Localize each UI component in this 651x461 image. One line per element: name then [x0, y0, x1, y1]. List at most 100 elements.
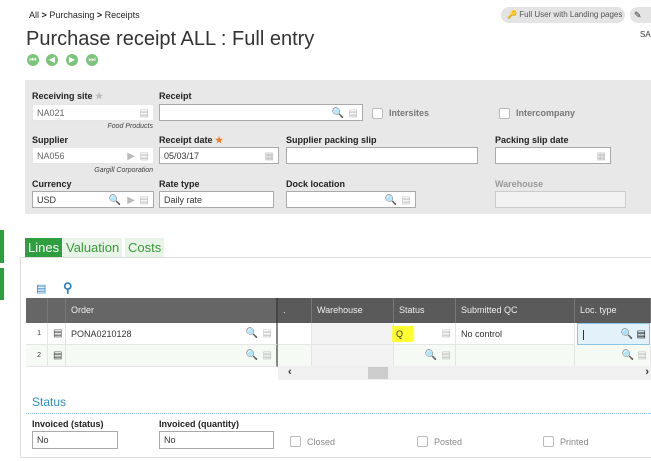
closed-checkbox[interactable] [290, 436, 301, 447]
dock-location-field[interactable]: 🔍 ▤ [286, 191, 416, 208]
detail-icon[interactable]: ▤ [139, 108, 149, 119]
status-section-title: Status [32, 395, 67, 409]
last-record-icon[interactable]: ⏭ [86, 54, 98, 66]
rate-type-field[interactable]: Daily rate [159, 191, 274, 208]
detail-icon[interactable]: ▤ [262, 328, 272, 339]
breadcrumb: All > Purchasing > Receipts [29, 10, 140, 20]
search-icon[interactable]: 🔍 [331, 108, 344, 119]
search-icon[interactable]: ⚲ [63, 280, 73, 295]
left-tab-marker[interactable] [0, 230, 4, 263]
key-icon: 🔑 [507, 10, 517, 19]
settings-button[interactable]: ✎ [630, 7, 651, 23]
detail-icon[interactable]: ▤ [441, 328, 451, 339]
grid-header-status[interactable]: Status [394, 298, 456, 323]
calendar-icon[interactable]: ▦ [264, 151, 274, 162]
search-icon[interactable]: 🔍 [245, 328, 258, 339]
grid-header-truncated[interactable]: . [278, 298, 312, 323]
detail-icon[interactable]: ▤ [348, 108, 358, 119]
warehouse-label: Warehouse [495, 179, 544, 189]
printed-checkbox[interactable] [543, 436, 554, 447]
rate-type-label: Rate type [159, 179, 200, 189]
status-cell[interactable]: 🔍 ▤ [394, 345, 456, 367]
row-detail-icon[interactable]: ▤ [48, 345, 66, 367]
truncated-cell[interactable] [278, 323, 312, 345]
dock-location-label: Dock location [286, 179, 346, 189]
detail-icon[interactable]: ▤ [262, 350, 272, 361]
order-cell[interactable]: 🔍 ▤ [66, 345, 278, 367]
detail-icon[interactable]: ▤ [139, 151, 149, 162]
plug-icon: ✎ [634, 10, 642, 20]
tab-content [20, 257, 651, 458]
supplier-label: Supplier [32, 135, 69, 145]
order-cell[interactable]: PONA0210128 🔍 ▤ [66, 323, 278, 345]
posted-label: Posted [434, 437, 463, 447]
grid-header-submitted-qc[interactable]: Submitted QC [456, 298, 575, 323]
grid-header-order[interactable]: Order [66, 298, 278, 323]
submitted-qc-cell[interactable]: No control [456, 323, 575, 345]
supplier-packing-slip-field[interactable] [286, 147, 478, 164]
left-tab-marker[interactable] [0, 268, 4, 300]
detail-icon[interactable]: ▤ [139, 195, 149, 206]
user-short: SA [640, 30, 651, 39]
page-title: Purchase receipt ALL : Full entry [26, 28, 315, 50]
packing-slip-date-field[interactable]: ▦ [495, 147, 611, 164]
invoiced-status-label: Invoiced (status) [32, 419, 104, 429]
breadcrumb-all[interactable]: All [29, 10, 40, 20]
warehouse-cell[interactable] [312, 345, 394, 367]
arrow-icon[interactable]: ▶ [127, 195, 135, 206]
posted-checkbox[interactable] [417, 436, 428, 447]
breadcrumb-separator: > [96, 10, 103, 20]
supplier-packing-slip-label: Supplier packing slip [286, 135, 377, 145]
detail-view-icon[interactable]: ▤ [36, 283, 47, 295]
receiving-site-field[interactable]: NA021 ▤ [32, 104, 154, 121]
warehouse-field [495, 191, 626, 208]
detail-icon[interactable]: ▤ [441, 350, 451, 361]
status-value: Q [392, 326, 414, 342]
currency-field[interactable]: USD 🔍 ▶ ▤ [32, 191, 154, 208]
search-icon[interactable]: 🔍 [621, 350, 634, 361]
detail-icon[interactable]: ▤ [636, 329, 646, 340]
search-icon[interactable]: 🔍 [108, 195, 121, 206]
breadcrumb-purchasing[interactable]: Purchasing [49, 10, 95, 20]
search-icon[interactable]: 🔍 [245, 350, 258, 361]
horizontal-scrollbar[interactable]: ‹ › [278, 366, 651, 380]
intersites-checkbox[interactable] [372, 108, 383, 119]
next-record-icon[interactable]: ▶ [66, 54, 78, 66]
supplier-field[interactable]: NA056 ▶ ▤ [32, 147, 154, 164]
search-icon[interactable]: 🔍 [424, 350, 437, 361]
tab-lines[interactable]: Lines [25, 238, 63, 257]
grid-header-rownum [26, 298, 48, 323]
breadcrumb-receipts[interactable]: Receipts [104, 10, 140, 20]
row-detail-icon[interactable]: ▤ [48, 323, 66, 345]
previous-record-icon[interactable]: ◀ [46, 54, 58, 66]
scrollbar-thumb[interactable] [368, 367, 388, 379]
invoiced-status-field[interactable]: No [32, 431, 118, 449]
tab-costs[interactable]: Costs [125, 238, 165, 257]
status-cell[interactable]: Q ▤ [392, 323, 456, 345]
intercompany-checkbox[interactable] [499, 108, 510, 119]
grid-header-warehouse[interactable]: Warehouse [312, 298, 394, 323]
search-icon[interactable]: 🔍 [620, 329, 633, 340]
supplier-caption: Gargill Corporation [94, 167, 153, 174]
invoiced-quantity-field[interactable]: No [159, 431, 274, 449]
first-record-icon[interactable]: ⏮ [27, 54, 39, 66]
receipt-field[interactable]: 🔍 ▤ [159, 104, 363, 121]
loc-type-cell[interactable]: 🔍 ▤ [577, 323, 650, 345]
loc-type-cell[interactable]: 🔍 ▤ [575, 345, 651, 367]
user-profile-button[interactable]: 🔑 Full User with Landing pages [501, 7, 625, 23]
scroll-right-icon[interactable]: › [645, 366, 649, 378]
tab-valuation[interactable]: Valuation [63, 238, 123, 257]
warehouse-cell[interactable] [312, 323, 394, 345]
scroll-left-icon[interactable]: ‹ [288, 366, 292, 378]
detail-icon[interactable]: ▤ [637, 350, 647, 361]
receipt-date-field[interactable]: 05/03/17 ▦ [159, 147, 279, 164]
submitted-qc-cell[interactable] [456, 345, 575, 367]
grid-header-loc-type[interactable]: Loc. type [575, 298, 651, 323]
closed-label: Closed [307, 437, 336, 447]
calendar-icon[interactable]: ▦ [596, 151, 606, 162]
detail-icon[interactable]: ▤ [401, 195, 411, 206]
truncated-cell[interactable] [278, 345, 312, 367]
breadcrumb-separator: > [41, 10, 47, 20]
search-icon[interactable]: 🔍 [384, 195, 397, 206]
arrow-icon[interactable]: ▶ [127, 151, 135, 162]
